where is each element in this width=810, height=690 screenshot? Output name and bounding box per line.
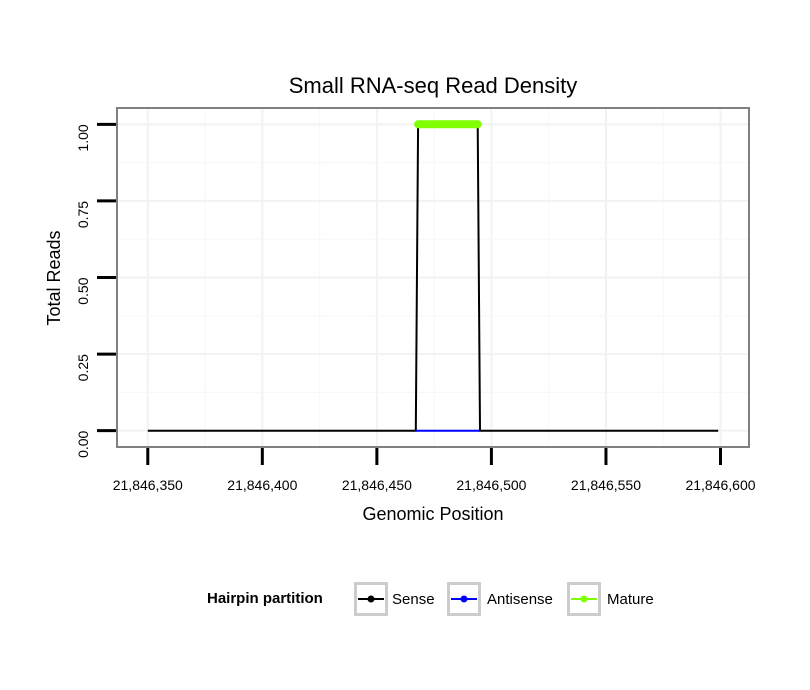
- legend-key-point-sense: [367, 595, 375, 603]
- x-axis-label: Genomic Position: [362, 504, 503, 524]
- x-tick-label: 21,846,450: [342, 477, 412, 493]
- y-tick-label: 0.50: [75, 277, 91, 304]
- y-tick-label: 0.75: [75, 201, 91, 228]
- legend-key-point-mature: [580, 595, 588, 603]
- chart-title: Small RNA-seq Read Density: [289, 73, 578, 98]
- x-tick-label: 21,846,600: [685, 477, 755, 493]
- plot-panel-border: [116, 107, 750, 448]
- legend-label-antisense: Antisense: [487, 591, 553, 608]
- y-axis-label: Total Reads: [44, 230, 64, 325]
- y-tick-label: 1.00: [75, 124, 91, 151]
- legend-title: Hairpin partition: [207, 590, 323, 607]
- legend-key-point-antisense: [460, 595, 468, 603]
- axis-layer: 21,846,350 21,846,400 21,846,450 21,846,500…: [75, 122, 756, 493]
- series-layer: [147, 120, 719, 432]
- y-tick-label: 0.25: [75, 354, 91, 381]
- x-tick-label: 21,846,550: [571, 477, 641, 493]
- grid-layer: [118, 109, 748, 446]
- x-tick-label: 21,846,400: [227, 477, 297, 493]
- legend: Hairpin partition Sense Antisense Mature: [207, 582, 654, 616]
- legend-label-sense: Sense: [392, 591, 435, 608]
- legend-label-mature: Mature: [607, 591, 654, 608]
- x-tick-label: 21,846,500: [456, 477, 526, 493]
- y-tick-label: 0.00: [75, 430, 91, 457]
- x-tick-label: 21,846,350: [113, 477, 183, 493]
